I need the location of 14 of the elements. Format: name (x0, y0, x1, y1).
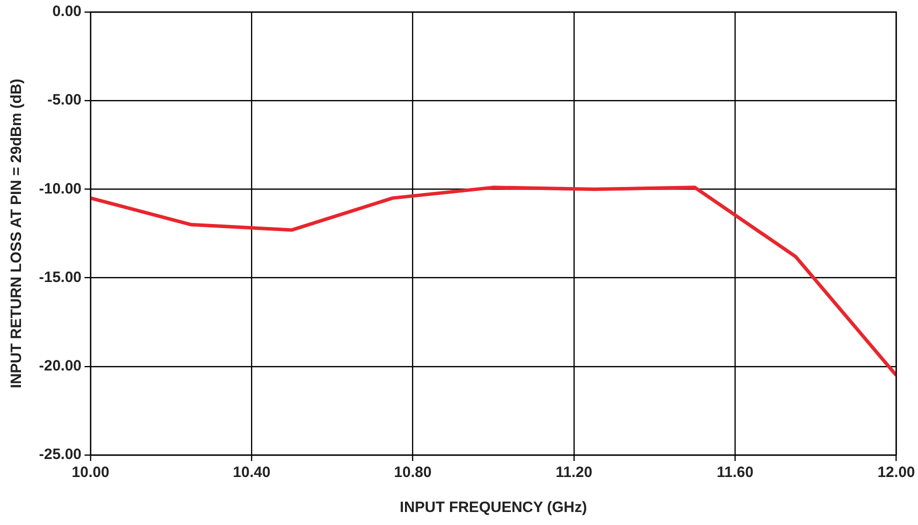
y-tick-label: -10.00 (38, 180, 82, 198)
y-tick-label: 0.00 (52, 3, 82, 20)
x-tick-label: 10.40 (232, 464, 270, 482)
y-axis-title: INPUT RETURN LOSS AT PIN = 29dBm (dB) (8, 78, 26, 388)
y-tick-label: -25.00 (38, 446, 82, 464)
y-tick-label: -5.00 (47, 92, 82, 109)
y-tick-label: -20.00 (38, 358, 82, 375)
x-tick-label: 12.00 (877, 464, 916, 482)
x-axis-title: INPUT FREQUENCY (GHz) (400, 499, 587, 516)
x-tick-label: 11.60 (716, 464, 754, 482)
x-tick-label: 10.00 (72, 464, 110, 482)
y-tick-label: -15.00 (38, 268, 82, 286)
x-tick-label: 11.20 (556, 464, 592, 482)
x-tick-label: 10.80 (394, 464, 432, 482)
